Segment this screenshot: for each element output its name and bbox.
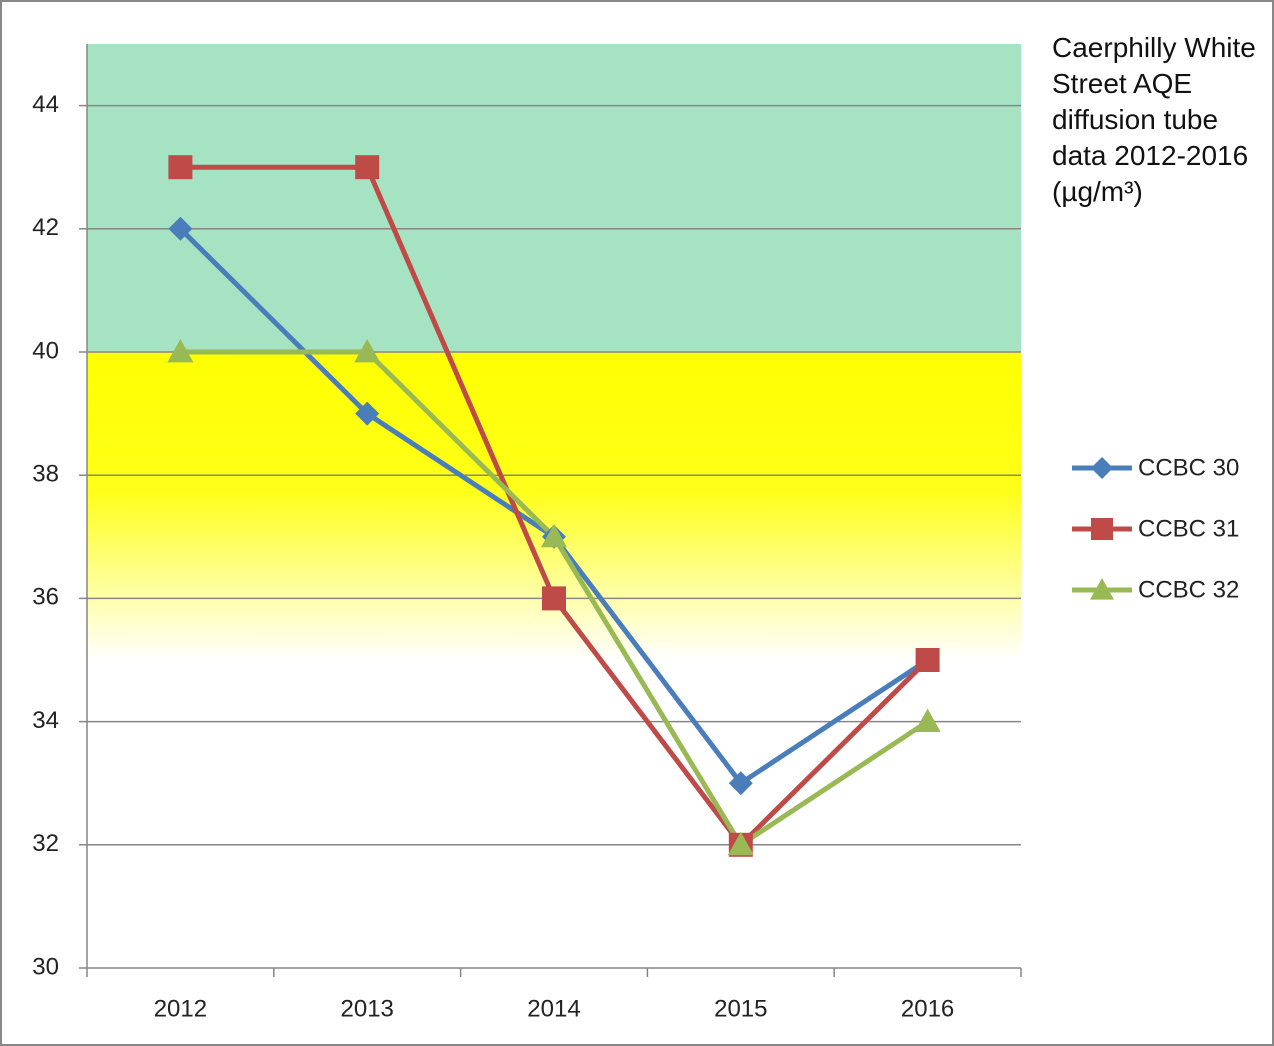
y-tick-label: 30 xyxy=(32,953,59,980)
legend-label: CCBC 31 xyxy=(1138,515,1239,542)
data-point xyxy=(167,339,194,363)
data-point xyxy=(542,586,566,611)
x-tick-label: 2012 xyxy=(154,995,207,1022)
data-point xyxy=(541,523,567,548)
threshold-band xyxy=(87,352,1021,660)
data-point xyxy=(914,708,941,732)
data-point xyxy=(355,155,380,180)
legend-label: CCBC 32 xyxy=(1138,576,1239,603)
data-point xyxy=(728,771,753,796)
data-point xyxy=(355,401,380,426)
y-tick-label: 38 xyxy=(32,461,59,488)
legend-marker xyxy=(1091,457,1113,479)
y-tick-label: 40 xyxy=(32,337,59,364)
data-point xyxy=(727,831,754,856)
x-tick-label: 2015 xyxy=(714,995,767,1022)
y-tick-label: 34 xyxy=(32,707,59,734)
x-tick-label: 2014 xyxy=(527,995,580,1022)
legend-label: CCBC 30 xyxy=(1138,454,1239,481)
y-tick-label: 32 xyxy=(32,830,59,857)
x-tick-label: 2016 xyxy=(901,995,954,1022)
data-point xyxy=(354,339,381,363)
data-point xyxy=(168,155,193,180)
data-point xyxy=(915,648,940,672)
y-tick-label: 36 xyxy=(32,584,59,611)
data-point xyxy=(168,216,193,241)
legend-marker xyxy=(1091,518,1113,540)
threshold-band xyxy=(87,44,1021,352)
chart-title: Caerphilly White Street AQE diffusion tu… xyxy=(1052,32,1256,207)
legend-marker xyxy=(1090,578,1114,600)
y-tick-label: 42 xyxy=(32,214,59,241)
x-tick-label: 2013 xyxy=(341,995,394,1022)
y-tick-label: 44 xyxy=(32,91,59,118)
